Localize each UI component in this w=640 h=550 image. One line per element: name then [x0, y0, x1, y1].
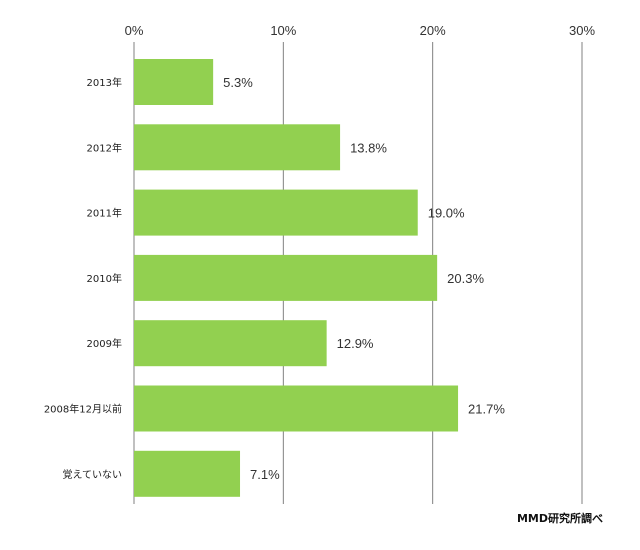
category-label: 2011年 [87, 207, 122, 220]
category-label: 2008年12月以前 [44, 403, 122, 416]
bar [134, 59, 214, 105]
data-label: 7.1% [250, 467, 280, 482]
category-label: 2010年 [87, 272, 122, 285]
bar [134, 189, 418, 236]
category-labels: 2013年 2012年 2011年 2010年 2009年 2008年12月以前覚えていな… [44, 76, 122, 481]
x-tick-labels: 0% 10% 20% 30% [125, 23, 596, 38]
category-label: 覚えていない [63, 468, 123, 481]
bars [134, 59, 459, 497]
data-labels: 5.3% 13.8% 19.0% 20.3% 12.9% 21.7% 7.1% [223, 75, 505, 482]
data-label: 19.0% [428, 206, 465, 221]
data-label: 12.9% [337, 336, 374, 351]
category-label: 2009年 [87, 337, 122, 350]
x-tick-label: 10% [270, 23, 296, 38]
x-tick-label: 20% [420, 23, 446, 38]
bar [134, 320, 327, 367]
x-tick-label: 30% [569, 23, 595, 38]
data-label: 21.7% [468, 402, 505, 417]
category-label: 2012年 [87, 141, 122, 154]
category-label: 2013年 [87, 76, 122, 89]
bar [134, 450, 241, 497]
bar [134, 385, 459, 432]
data-label: 5.3% [223, 75, 253, 90]
data-label: 13.8% [350, 140, 387, 155]
x-tick-label: 0% [125, 23, 144, 38]
bar [134, 254, 438, 301]
source-label: MMD研究所調べ [517, 511, 603, 525]
bar [134, 124, 341, 171]
data-label: 20.3% [447, 271, 484, 286]
